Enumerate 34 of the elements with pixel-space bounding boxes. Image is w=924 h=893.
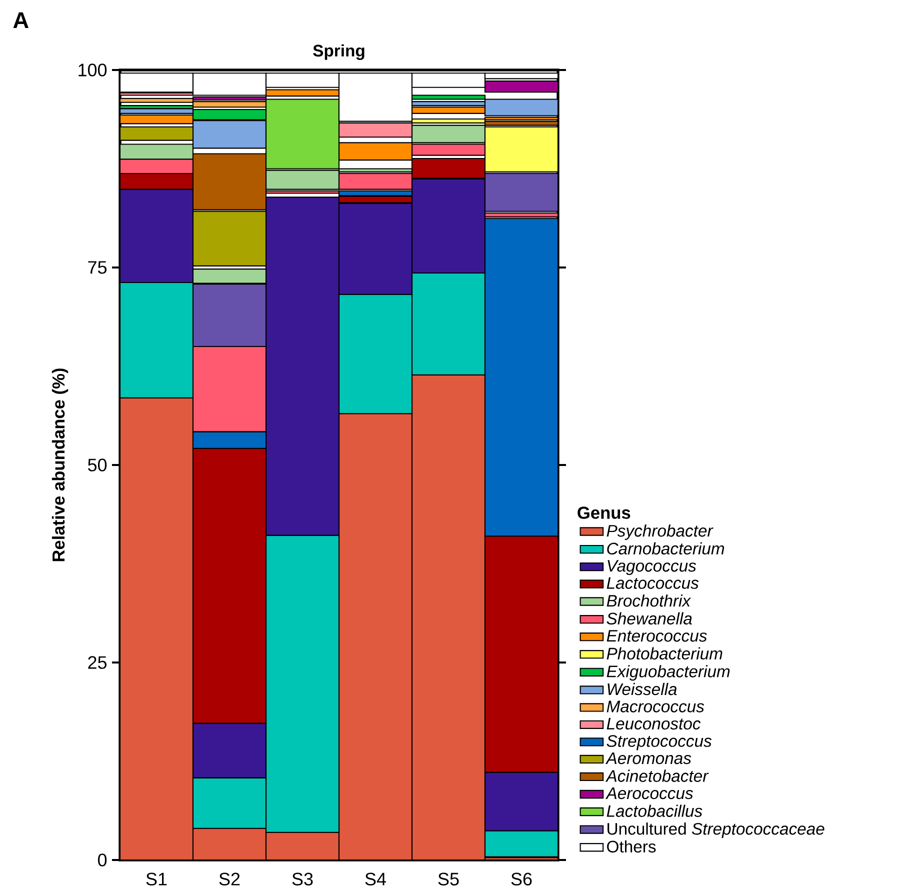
y-axis-title: Relative abundance (%) — [52, 368, 68, 562]
legend-label: Vagococcus — [608, 560, 696, 575]
legend-label: Aerococcus — [605, 788, 693, 800]
legend-label: Brochothrix — [606, 594, 692, 607]
x-tick-label: S5 — [438, 872, 459, 886]
x-tick-label: S1 — [146, 872, 167, 886]
legend-label: Lactobacillus — [606, 804, 702, 817]
legend-label: Carnobacterium — [607, 542, 724, 555]
x-tick-label: S4 — [365, 872, 386, 886]
y-tick-label: 25 — [88, 656, 107, 669]
y-tick-label: 0 — [98, 854, 107, 866]
x-tick-label: S3 — [292, 872, 313, 886]
legend-label: Streptococcus — [606, 735, 712, 750]
text: A — [13, 12, 28, 28]
legend-label: Weissella — [608, 682, 677, 696]
legend-label: Photobacterium — [606, 647, 722, 660]
legend-label: Others — [607, 840, 656, 853]
legend-label: Leuconostoc — [606, 718, 701, 730]
legend-label: Shewanella — [606, 612, 692, 625]
legend-label: Macrococcus — [606, 700, 704, 712]
legend-label: Aeromonas — [605, 752, 692, 764]
legend-label: Exiguobacterium — [606, 665, 730, 681]
legend-label: Acinetobacter — [605, 770, 709, 782]
y-tick-label: 50 — [88, 458, 107, 472]
legend-label: Psychrobacter — [606, 524, 714, 540]
y-tick-label: 75 — [88, 261, 107, 274]
y-tick-label: 100 — [78, 64, 107, 76]
x-tick-label: S6 — [511, 872, 532, 886]
chart-title: Spring — [313, 44, 364, 60]
legend-label: Lactococcus — [606, 577, 699, 589]
legend-label: Enterococcus — [606, 630, 707, 642]
legend-title: Genus — [578, 506, 630, 519]
x-tick-label: S2 — [219, 872, 240, 886]
legend-label: Uncultured Streptococcaceae — [608, 822, 824, 838]
